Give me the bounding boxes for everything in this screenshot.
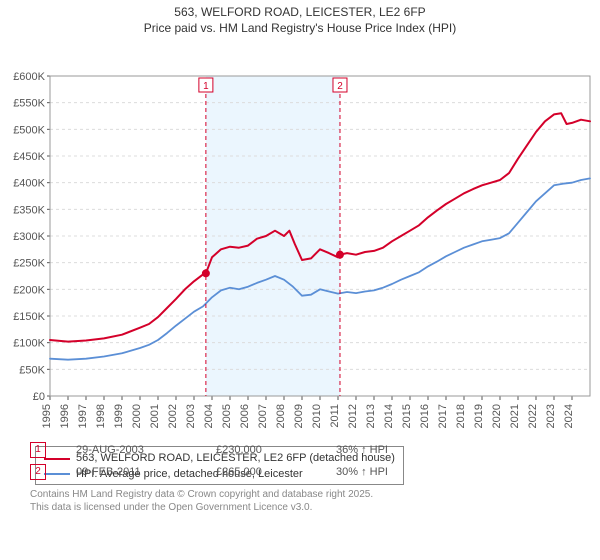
x-tick-label: 2005 — [221, 404, 233, 428]
x-tick-label: 2010 — [311, 404, 323, 428]
y-tick-label: £300K — [13, 231, 45, 243]
sale-marker: 2 — [30, 464, 46, 480]
title-line-1: 563, WELFORD ROAD, LEICESTER, LE2 6FP — [0, 4, 600, 20]
x-tick-label: 2021 — [509, 404, 521, 428]
x-tick-label: 1999 — [113, 404, 125, 428]
title-line-2: Price paid vs. HM Land Registry's House … — [0, 20, 600, 36]
x-tick-label: 2012 — [347, 404, 359, 428]
x-tick-label: 2013 — [365, 404, 377, 428]
x-tick-label: 2001 — [149, 404, 161, 428]
x-tick-label: 1995 — [41, 404, 53, 428]
credit-text: Contains HM Land Registry data © Crown c… — [30, 488, 600, 514]
sale-delta: 36% ↑ HPI — [336, 444, 426, 456]
y-tick-label: £600K — [13, 71, 45, 83]
credit-line-2: This data is licensed under the Open Gov… — [30, 501, 600, 514]
y-tick-label: £250K — [13, 258, 45, 270]
x-tick-label: 1997 — [77, 404, 89, 428]
y-tick-label: £350K — [13, 205, 45, 217]
x-tick-label: 2023 — [545, 404, 557, 428]
sale-price: £265,000 — [216, 466, 306, 478]
sale-date: 09-FEB-2011 — [76, 466, 186, 478]
x-tick-label: 2015 — [401, 404, 413, 428]
y-tick-label: £100K — [13, 338, 45, 350]
sale-row: 2 09-FEB-2011 £265,000 30% ↑ HPI — [30, 464, 600, 480]
y-tick-label: £150K — [13, 311, 45, 323]
x-tick-label: 1996 — [59, 404, 71, 428]
x-tick-label: 2017 — [437, 404, 449, 428]
x-tick-label: 2020 — [491, 404, 503, 428]
footer: 1 29-AUG-2003 £230,000 36% ↑ HPI 2 09-FEB-201… — [0, 442, 600, 514]
x-tick-label: 2000 — [131, 404, 143, 428]
y-tick-label: £200K — [13, 285, 45, 297]
x-tick-label: 2008 — [275, 404, 287, 428]
flag-label-2: 2 — [337, 81, 343, 92]
x-tick-label: 2022 — [527, 404, 539, 428]
y-tick-label: £0 — [33, 391, 45, 403]
y-tick-label: £400K — [13, 178, 45, 190]
sale-delta: 30% ↑ HPI — [336, 466, 426, 478]
x-tick-label: 2011 — [329, 404, 341, 428]
x-tick-label: 2024 — [563, 404, 575, 428]
sale-marker: 1 — [30, 442, 46, 458]
x-tick-label: 2016 — [419, 404, 431, 428]
flag-label-1: 1 — [203, 81, 209, 92]
x-tick-label: 2002 — [167, 404, 179, 428]
y-tick-label: £50K — [19, 365, 45, 377]
x-tick-label: 2003 — [185, 404, 197, 428]
sale-price: £230,000 — [216, 444, 306, 456]
x-tick-label: 2018 — [455, 404, 467, 428]
sale-row: 1 29-AUG-2003 £230,000 36% ↑ HPI — [30, 442, 600, 458]
x-tick-label: 2004 — [203, 404, 215, 428]
x-tick-label: 2014 — [383, 404, 395, 428]
x-tick-label: 2007 — [257, 404, 269, 428]
y-tick-label: £500K — [13, 125, 45, 137]
x-tick-label: 1998 — [95, 404, 107, 428]
chart-svg: £0 £50K £100K £150K £200K £250K £300K £350K £400… — [0, 36, 600, 436]
credit-line-1: Contains HM Land Registry data © Crown c… — [30, 488, 600, 501]
x-tick-label: 2006 — [239, 404, 251, 428]
x-tick-label: 2019 — [473, 404, 485, 428]
x-tick-label: 2009 — [293, 404, 305, 428]
y-tick-label: £450K — [13, 151, 45, 163]
chart-title: 563, WELFORD ROAD, LEICESTER, LE2 6FP Pr… — [0, 0, 600, 36]
sale-date: 29-AUG-2003 — [76, 444, 186, 456]
chart-area: £0 £50K £100K £150K £200K £250K £300K £350K £400… — [0, 36, 600, 436]
y-tick-label: £550K — [13, 98, 45, 110]
